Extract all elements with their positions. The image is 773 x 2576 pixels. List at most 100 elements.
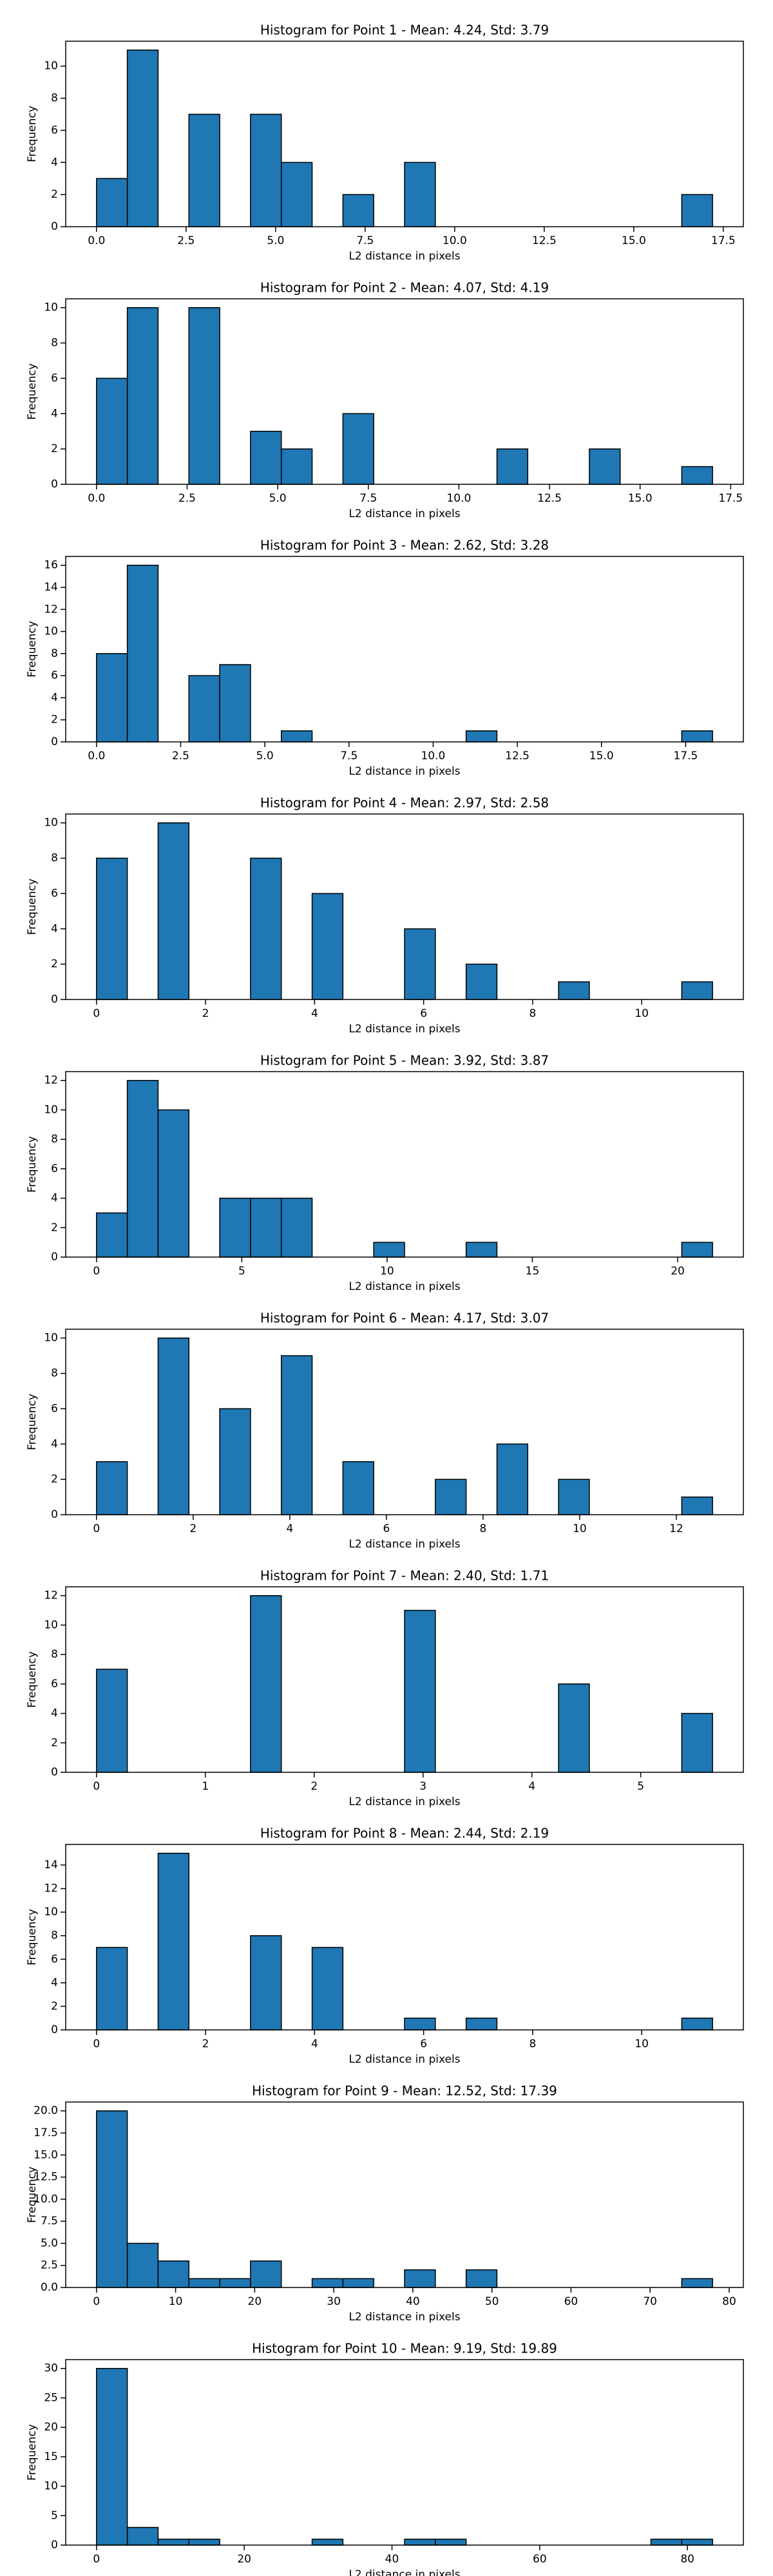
x-axis-label: L2 distance in pixels <box>348 250 460 263</box>
x-tick-label: 4 <box>311 2038 318 2050</box>
x-tick-label: 7.5 <box>359 492 377 505</box>
y-tick-label: 12 <box>44 1589 58 1602</box>
bar <box>250 857 282 1000</box>
bar <box>311 893 344 1000</box>
bar <box>280 448 313 485</box>
y-axis-label: Frequency <box>26 363 39 420</box>
bar <box>157 1109 190 1258</box>
bar <box>157 2260 190 2288</box>
bar <box>96 1947 128 2031</box>
y-tick-label: 4 <box>51 691 58 704</box>
bar <box>157 2539 190 2546</box>
y-tick-label: 6 <box>51 1678 58 1690</box>
y-tick-label: 2 <box>51 714 58 726</box>
y-axis-label: Frequency <box>26 1909 39 1965</box>
x-tick-label: 3 <box>419 1780 426 1793</box>
y-tick-label: 10 <box>44 817 58 829</box>
bar <box>96 377 128 485</box>
x-tick-label: 2 <box>202 1007 209 1020</box>
y-tick-label: 16 <box>44 559 58 572</box>
bar <box>96 2367 128 2546</box>
axes-frame <box>65 298 744 485</box>
y-tick-label: 17.5 <box>33 2126 58 2139</box>
bar <box>404 928 436 1000</box>
bar <box>126 2242 159 2288</box>
y-tick-label: 14 <box>44 1859 58 1871</box>
bar <box>589 448 621 485</box>
bar <box>342 413 374 485</box>
bar <box>250 430 282 485</box>
chart-title: Histogram for Point 9 - Mean: 12.52, Std… <box>252 2083 557 2099</box>
bar <box>188 307 220 485</box>
x-tick-label: 8 <box>529 2038 536 2050</box>
x-tick-label: 4 <box>311 1007 318 1020</box>
bar <box>465 2269 498 2288</box>
bar <box>250 1595 282 1773</box>
y-tick-label: 14 <box>44 581 58 594</box>
x-tick-label: 0 <box>93 2295 100 2308</box>
y-tick-label: 8 <box>51 1648 58 1661</box>
y-tick-label: 15.0 <box>33 2148 58 2161</box>
y-tick-label: 6 <box>51 372 58 384</box>
y-tick-label: 2 <box>51 1473 58 1486</box>
bar <box>96 857 128 1000</box>
bar <box>558 981 590 1000</box>
y-tick-label: 10.0 <box>33 2193 58 2206</box>
y-tick-label: 2 <box>51 958 58 971</box>
x-tick-label: 17.5 <box>711 234 736 247</box>
x-tick-label: 17.5 <box>718 492 743 505</box>
y-tick-label: 10 <box>44 625 58 638</box>
x-tick-label: 0.0 <box>88 492 105 505</box>
x-tick-label: 10 <box>573 1522 587 1535</box>
x-tick-label: 2.5 <box>178 492 196 505</box>
bar <box>435 2539 467 2546</box>
x-tick-label: 6 <box>420 2038 427 2050</box>
bar <box>681 194 713 227</box>
y-axis-label: Frequency <box>26 1394 39 1450</box>
bar <box>96 1212 128 1258</box>
chart-title: Histogram for Point 8 - Mean: 2.44, Std:… <box>260 1826 549 1841</box>
bar <box>188 113 220 227</box>
bar <box>558 1683 590 1773</box>
bar <box>219 1197 251 1258</box>
x-axis-label: L2 distance in pixels <box>348 2053 460 2066</box>
bar <box>342 194 374 227</box>
y-tick-label: 10 <box>44 1103 58 1116</box>
x-tick-label: 5 <box>637 1780 644 1793</box>
x-tick-label: 40 <box>406 2295 420 2308</box>
x-axis-label: L2 distance in pixels <box>348 1023 460 1036</box>
bar <box>96 2110 128 2288</box>
bar <box>280 1197 313 1258</box>
y-tick-label: 10 <box>44 2480 58 2493</box>
x-tick-label: 2.5 <box>177 234 195 247</box>
bar <box>157 1852 190 2031</box>
y-tick-label: 2 <box>51 188 58 201</box>
x-axis-label: L2 distance in pixels <box>348 1538 460 1551</box>
y-tick-label: 4 <box>51 1707 58 1720</box>
y-tick-label: 0 <box>51 2023 58 2036</box>
y-tick-label: 0 <box>51 1766 58 1779</box>
axes-frame <box>65 1329 744 1515</box>
chart-title: Histogram for Point 3 - Mean: 2.62, Std:… <box>260 538 549 553</box>
y-tick-label: 8 <box>51 1367 58 1380</box>
bar <box>250 2260 282 2288</box>
y-tick-label: 8 <box>51 1133 58 1146</box>
bar <box>126 564 159 743</box>
y-tick-label: 6 <box>51 1162 58 1175</box>
x-tick-label: 7.5 <box>356 234 374 247</box>
x-tick-label: 60 <box>533 2553 547 2566</box>
x-tick-label: 10.0 <box>443 234 467 247</box>
axes-frame <box>65 2101 744 2288</box>
y-tick-label: 6 <box>51 887 58 900</box>
y-tick-label: 7.5 <box>41 2215 58 2228</box>
chart-title: Histogram for Point 1 - Mean: 4.24, Std:… <box>260 23 549 38</box>
y-tick-label: 4 <box>51 1192 58 1205</box>
x-tick-label: 0 <box>93 1522 100 1535</box>
bar <box>342 2278 374 2288</box>
y-tick-label: 0 <box>51 478 58 491</box>
y-tick-label: 15 <box>44 2450 58 2463</box>
x-axis-label: L2 distance in pixels <box>348 2568 460 2576</box>
x-tick-label: 6 <box>420 1007 427 1020</box>
chart-title: Histogram for Point 6 - Mean: 4.17, Std:… <box>260 1311 549 1326</box>
bar <box>681 2539 713 2546</box>
